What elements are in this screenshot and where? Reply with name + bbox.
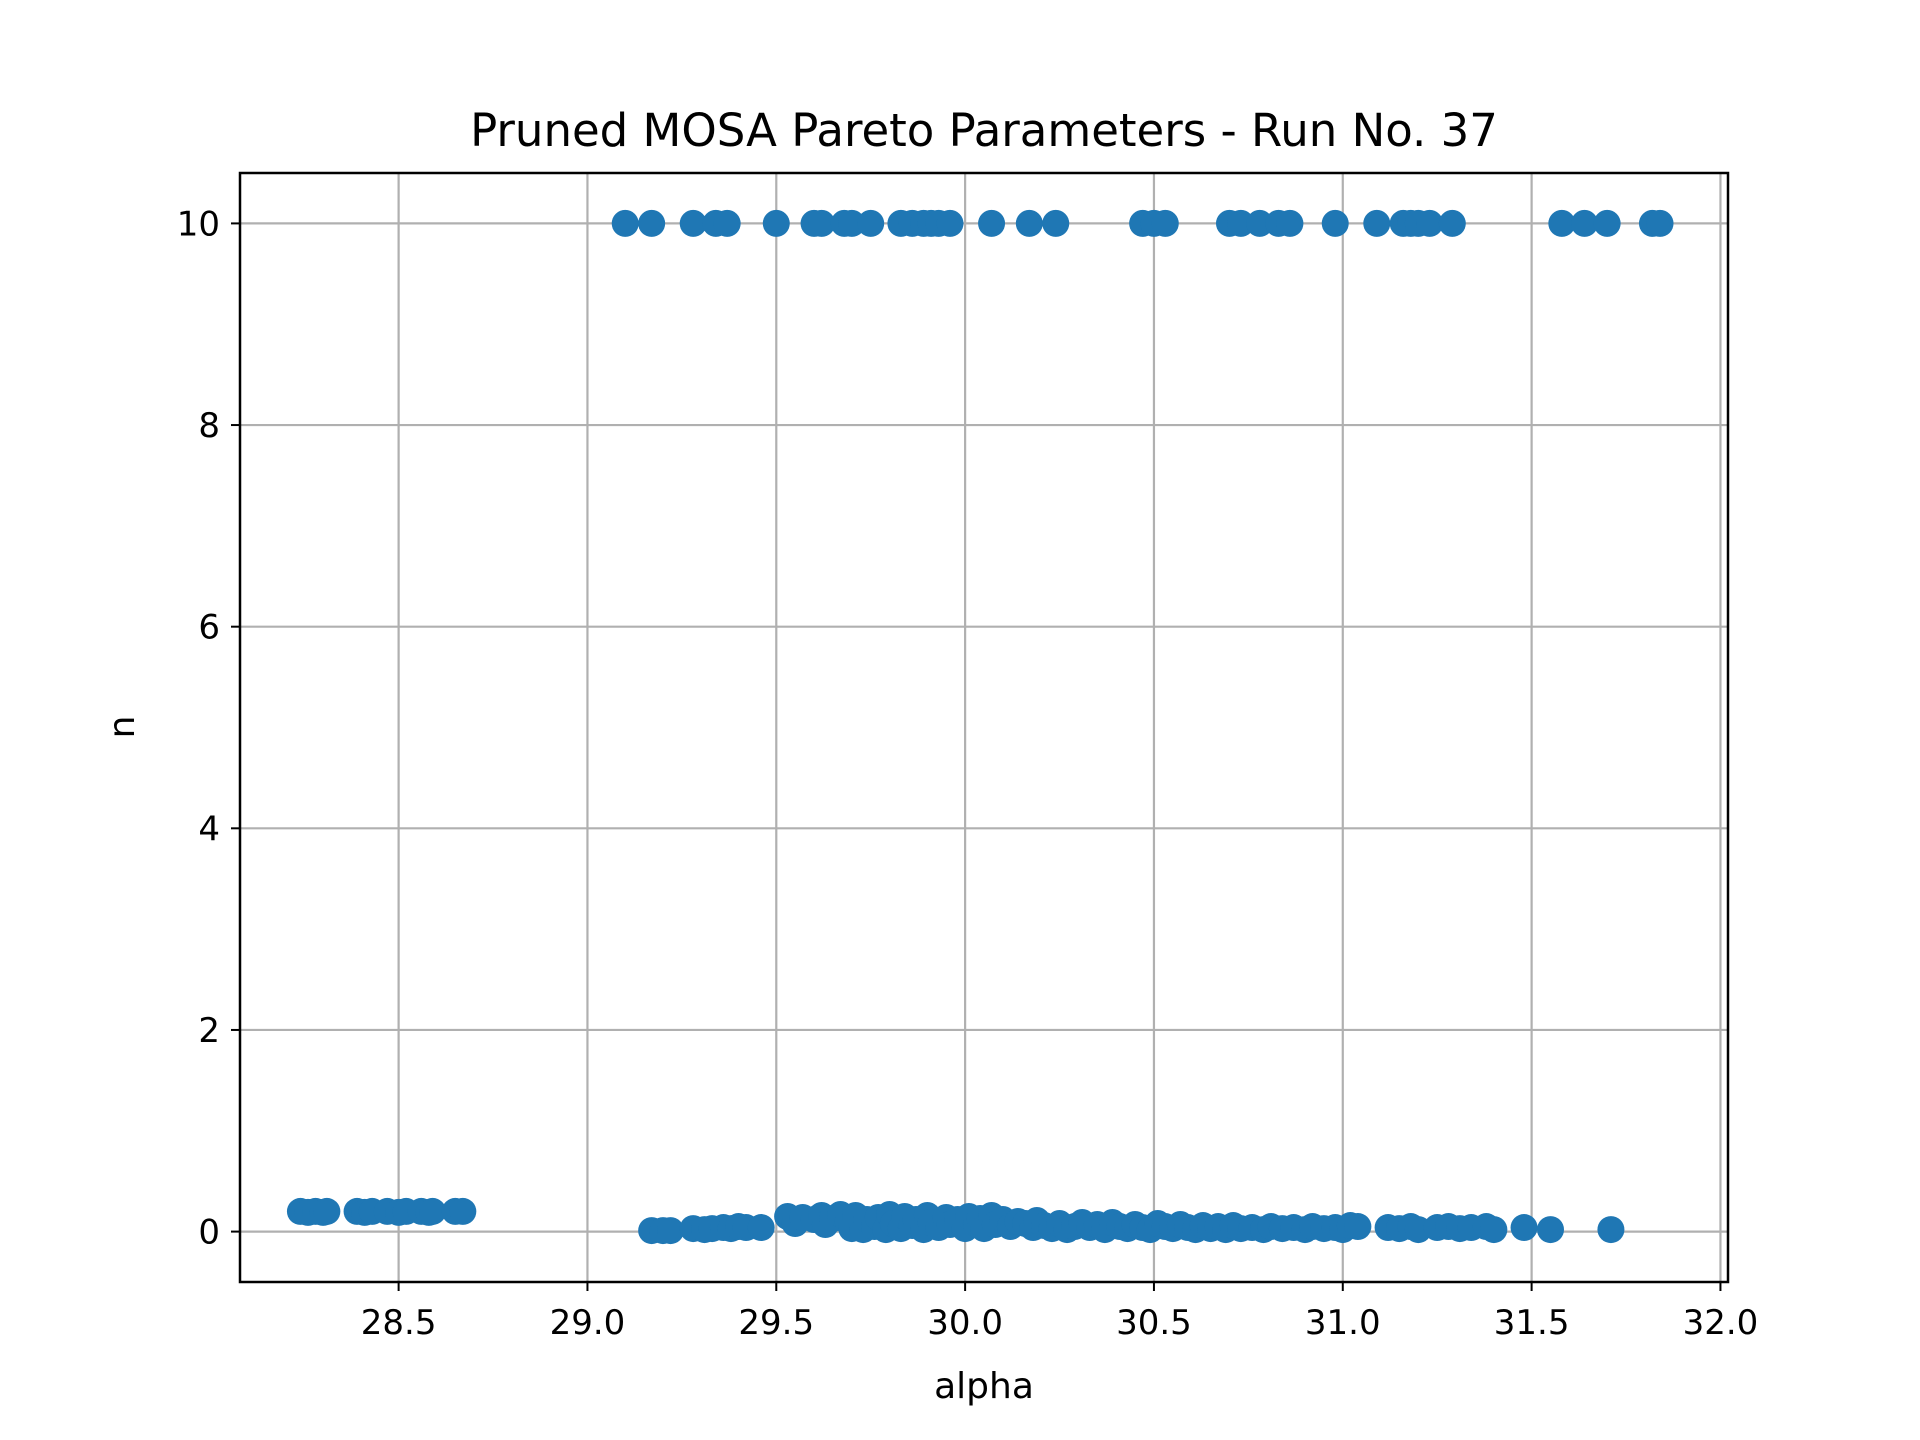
scatter-point bbox=[762, 209, 790, 237]
chart-title: Pruned MOSA Pareto Parameters - Run No. … bbox=[470, 104, 1498, 157]
scatter-point bbox=[1536, 1216, 1564, 1244]
scatter-point bbox=[1646, 209, 1674, 237]
plot-frame bbox=[238, 171, 1730, 1284]
scatter-point bbox=[1246, 209, 1274, 237]
scatter-point bbox=[449, 1197, 477, 1225]
x-tick-label: 32.0 bbox=[1683, 1303, 1759, 1343]
scatter-point bbox=[1276, 209, 1304, 237]
scatter-point bbox=[1151, 209, 1179, 237]
scatter-point bbox=[1227, 209, 1255, 237]
scatter-point bbox=[1597, 1216, 1625, 1244]
scatter-point bbox=[978, 209, 1006, 237]
x-tick-label: 31.5 bbox=[1494, 1303, 1570, 1343]
scatter-point bbox=[1593, 209, 1621, 237]
y-tick-label: 10 bbox=[177, 204, 220, 244]
scatter-point bbox=[1321, 209, 1349, 237]
x-tick-label: 30.5 bbox=[1116, 1303, 1192, 1343]
scatter-point bbox=[657, 1217, 685, 1245]
x-axis-label: alpha bbox=[934, 1366, 1034, 1407]
scatter-point bbox=[808, 209, 836, 237]
scatter-point bbox=[611, 209, 639, 237]
x-tick-label: 30.0 bbox=[927, 1303, 1003, 1343]
x-tick-label: 31.0 bbox=[1305, 1303, 1381, 1343]
scatter-point bbox=[419, 1197, 447, 1225]
scatter-point bbox=[1344, 1213, 1372, 1241]
scatter-point bbox=[1510, 1214, 1538, 1242]
x-tick-label: 29.5 bbox=[738, 1303, 814, 1343]
scatter-point bbox=[857, 209, 885, 237]
scatter-point bbox=[1363, 209, 1391, 237]
y-tick-label: 6 bbox=[198, 608, 220, 648]
scatter-point bbox=[1042, 209, 1070, 237]
scatter-point bbox=[1480, 1216, 1508, 1244]
scatter-point bbox=[838, 209, 866, 237]
data-points bbox=[286, 209, 1674, 1245]
y-tick-label: 2 bbox=[198, 1011, 220, 1051]
y-tick-label: 4 bbox=[198, 809, 220, 849]
y-tick-label: 0 bbox=[198, 1213, 220, 1253]
axis-ticks: 28.5 29.0 29.5 30.0 30.5 31.0 31.5 32.0 0 2 4 6 8 10 bbox=[177, 204, 1759, 1343]
y-axis-label: n bbox=[102, 716, 143, 739]
scatter-point bbox=[1548, 209, 1576, 237]
scatter-point bbox=[747, 1214, 775, 1242]
scatter-point bbox=[713, 209, 741, 237]
scatter-point bbox=[1570, 209, 1598, 237]
scatter-point bbox=[1416, 209, 1444, 237]
scatter-point bbox=[1438, 209, 1466, 237]
scatter-point bbox=[313, 1197, 341, 1225]
scatter-point bbox=[1015, 209, 1043, 237]
scatter-point bbox=[679, 209, 707, 237]
y-tick-label: 8 bbox=[198, 406, 220, 446]
scatter-point bbox=[936, 209, 964, 237]
x-tick-label: 28.5 bbox=[361, 1303, 437, 1343]
x-tick-label: 29.0 bbox=[550, 1303, 626, 1343]
scatter-point bbox=[638, 209, 666, 237]
